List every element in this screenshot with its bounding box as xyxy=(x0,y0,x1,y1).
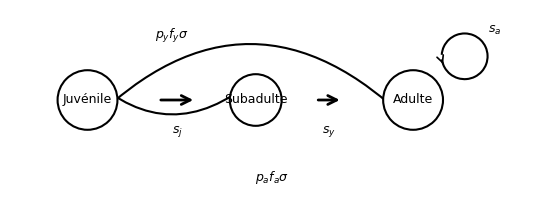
Text: Juvénile: Juvénile xyxy=(63,93,112,106)
Ellipse shape xyxy=(383,70,443,130)
Text: $s_a$: $s_a$ xyxy=(488,24,501,37)
Ellipse shape xyxy=(230,74,282,126)
Text: $s_y$: $s_y$ xyxy=(322,124,336,139)
Ellipse shape xyxy=(58,70,118,130)
Text: $p_a f_a \sigma$: $p_a f_a \sigma$ xyxy=(255,169,289,186)
Text: $p_y f_y \sigma$: $p_y f_y \sigma$ xyxy=(155,27,188,45)
Text: Subadulte: Subadulte xyxy=(224,93,287,106)
Text: $s_j$: $s_j$ xyxy=(171,124,182,139)
Text: Adulte: Adulte xyxy=(393,93,433,106)
